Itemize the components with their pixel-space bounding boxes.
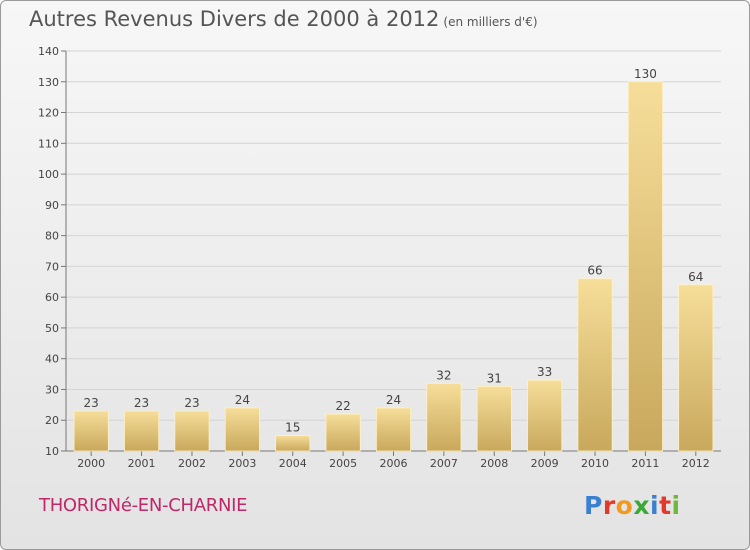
x-tick-label: 2006 [380,457,408,470]
x-tick-label: 2002 [178,457,206,470]
y-tick-label: 50 [45,322,59,335]
commune-name: THORIGNé-EN-CHARNIE [39,495,248,516]
bar [73,410,109,452]
bar-value-label: 23 [134,396,149,410]
y-tick-label: 110 [38,137,59,150]
y-tick-label: 60 [45,291,59,304]
bar [224,407,260,452]
bar [124,410,160,452]
bar [174,410,210,452]
bar-value-label: 130 [634,67,657,81]
x-tick-label: 2009 [531,457,559,470]
y-tick-label: 20 [45,414,59,427]
y-tick-label: 130 [38,76,59,89]
bar-value-label: 15 [285,421,300,435]
chart-subtitle: (en milliers d'€) [443,15,538,29]
x-tick-label: 2008 [480,457,508,470]
proxiti-logo[interactable]: Proxiti [584,491,681,520]
bar-value-label: 24 [235,393,250,407]
x-tick-label: 2001 [128,457,156,470]
bar-value-label: 23 [84,396,99,410]
x-tick-label: 2005 [329,457,357,470]
x-tick-label: 2012 [682,457,710,470]
bar [577,278,613,452]
bar-value-label: 33 [537,365,552,379]
bar [426,382,462,452]
chart-title: Autres Revenus Divers de 2000 à 2012 (en … [29,7,538,31]
logo-letter: i [650,491,660,520]
logo-letter: t [659,491,672,520]
y-tick-label: 120 [38,107,59,120]
y-tick-label: 100 [38,168,59,181]
bar-value-label: 24 [386,393,401,407]
y-tick-label: 10 [45,445,59,458]
bar [678,284,714,452]
y-tick-label: 140 [38,45,59,58]
logo-letter: x [633,491,650,520]
bar [325,413,361,452]
x-tick-label: 2011 [631,457,659,470]
x-tick-label: 2004 [279,457,307,470]
bar-value-label: 32 [436,368,451,382]
y-tick-label: 90 [45,199,59,212]
logo-letter: o [615,491,634,520]
bar [627,81,663,452]
x-tick-label: 2000 [77,457,105,470]
y-tick-label: 30 [45,383,59,396]
bars [73,81,714,452]
grid [66,50,721,452]
bar-value-label: 22 [335,399,350,413]
logo-letter: i [671,491,681,520]
axes: 10 20 30 40 50 60 70 80 90 100 110 120 130 140 2000 200… [38,45,721,470]
bar [275,435,311,452]
bar [527,379,563,452]
bar-value-label: 23 [184,396,199,410]
logo-letter: r [602,491,616,520]
y-tick-label: 80 [45,230,59,243]
y-tick-label: 70 [45,260,59,273]
x-tick-label: 2003 [228,457,256,470]
bar-value-label: 31 [487,371,502,385]
bar [476,385,512,452]
bar-value-label: 66 [587,264,602,278]
x-tick-label: 2010 [581,457,609,470]
x-tick-label: 2007 [430,457,458,470]
bar-value-label: 64 [688,270,703,284]
data-labels: 23 23 23 24 15 22 24 32 31 33 66 130 64 [84,67,704,435]
y-tick-label: 40 [45,353,59,366]
bar [375,407,412,452]
chart-title-text: Autres Revenus Divers de 2000 à 2012 [29,7,440,31]
logo-letter: P [584,491,603,520]
